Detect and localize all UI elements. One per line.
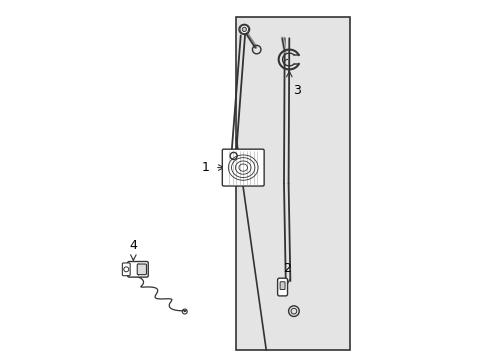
- Text: 2: 2: [283, 262, 291, 275]
- Text: 3: 3: [293, 84, 301, 96]
- FancyBboxPatch shape: [137, 264, 147, 275]
- FancyBboxPatch shape: [278, 278, 288, 296]
- Circle shape: [242, 27, 246, 31]
- FancyBboxPatch shape: [222, 149, 264, 186]
- Bar: [236, 17, 349, 350]
- Ellipse shape: [239, 24, 249, 34]
- Text: 4: 4: [129, 239, 137, 252]
- FancyBboxPatch shape: [280, 282, 285, 289]
- Text: 1: 1: [202, 161, 210, 174]
- FancyBboxPatch shape: [122, 263, 130, 276]
- FancyBboxPatch shape: [128, 261, 148, 277]
